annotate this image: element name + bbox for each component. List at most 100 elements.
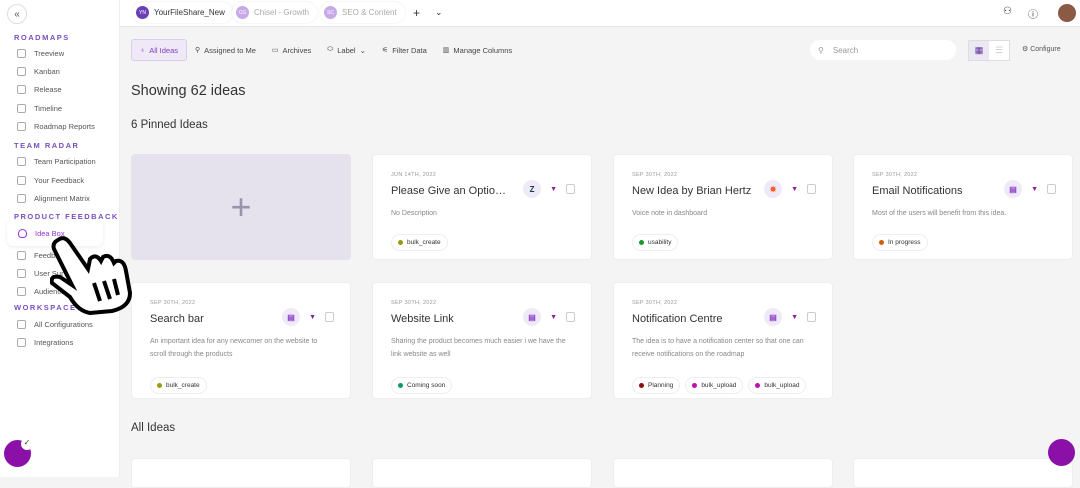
- idea-card[interactable]: [613, 458, 833, 488]
- idea-title[interactable]: Please Give an Option F...: [391, 185, 511, 197]
- pinned-idea-card[interactable]: SEP 30TH, 2022 Email Notifications Most …: [853, 154, 1073, 260]
- pinned-idea-card[interactable]: SEP 30TH, 2022 Notification Centre The i…: [613, 282, 833, 399]
- archive-icon: ▭: [271, 47, 279, 54]
- pinned-idea-card[interactable]: SEP 30TH, 2022 New Idea by Brian Hertz V…: [613, 154, 833, 260]
- tag-dot: [398, 383, 403, 388]
- collapse-sidebar-button[interactable]: «: [7, 4, 27, 24]
- sidebar-item-treeview[interactable]: Treeview: [17, 46, 64, 60]
- sidebar-item-icon: [17, 48, 26, 58]
- tag[interactable]: Planning: [632, 377, 681, 394]
- pin-icon[interactable]: ▼: [791, 185, 798, 193]
- select-checkbox[interactable]: [566, 184, 575, 194]
- sidebar-item-icon: [17, 268, 26, 278]
- tag[interactable]: bulk_upload: [748, 377, 807, 394]
- view-toggle: ▦ ☰: [968, 40, 1010, 61]
- workspace-tab[interactable]: CG Chisel - Growth: [232, 2, 318, 23]
- tag[interactable]: usability: [632, 234, 679, 251]
- avatar[interactable]: [1058, 4, 1076, 22]
- sidebar-item-icon: [17, 337, 26, 347]
- pinned-idea-card[interactable]: JUN 14TH, 2022 Please Give an Option F..…: [372, 154, 592, 260]
- tag[interactable]: bulk_upload: [685, 377, 744, 394]
- configure-button[interactable]: ⚙ Configure: [1022, 46, 1061, 53]
- select-checkbox[interactable]: [566, 312, 575, 322]
- add-workspace-button[interactable]: +: [413, 6, 421, 20]
- tag[interactable]: Coming soon: [391, 377, 453, 394]
- pinned-idea-card[interactable]: SEP 30TH, 2022 Website Link Sharing the …: [372, 282, 592, 399]
- tab-assigned-to-me[interactable]: ⚲ Assigned to Me: [195, 45, 256, 55]
- sidebar-item-audience[interactable]: Audience: [17, 284, 65, 298]
- sidebar-item-timeline[interactable]: Timeline: [17, 101, 62, 115]
- idea-description: Sharing the product becomes much easier …: [391, 338, 566, 358]
- workspace-tab[interactable]: SC SEO & Content: [320, 2, 405, 23]
- add-idea-button[interactable]: +: [131, 154, 351, 260]
- tab-manage-columns[interactable]: ▥ Manage Columns: [442, 45, 513, 55]
- tab-filter-data[interactable]: ⚟ Filter Data: [381, 45, 427, 55]
- pin-icon[interactable]: ▼: [550, 313, 557, 321]
- tab-all-ideas[interactable]: ♁ All Ideas: [131, 39, 188, 61]
- chat-button[interactable]: [1048, 439, 1075, 466]
- chevron-down-icon[interactable]: ⌄: [435, 7, 443, 17]
- tab-archives[interactable]: ▭ Archives: [271, 45, 312, 55]
- tag[interactable]: In progress: [872, 234, 928, 251]
- idea-title[interactable]: Website Link: [391, 313, 454, 325]
- select-checkbox[interactable]: [807, 312, 816, 322]
- workspace-avatar: CG: [236, 6, 249, 19]
- idea-card[interactable]: [853, 458, 1073, 488]
- sidebar-item-user-surveys[interactable]: User Surveys: [17, 266, 79, 280]
- sidebar-item-feedback[interactable]: Feedback: [17, 248, 67, 262]
- search-icon: ⚲: [818, 45, 824, 55]
- source-icon: ▤: [523, 308, 542, 326]
- source-icon: ▤: [1004, 180, 1023, 198]
- sidebar-item-your-feedback[interactable]: Your Feedback: [17, 173, 84, 187]
- tag-dot: [879, 240, 884, 245]
- sidebar-item-roadmap-reports[interactable]: Roadmap Reports: [17, 119, 95, 133]
- pinned-idea-card[interactable]: SEP 30TH, 2022 Search bar An important i…: [131, 282, 351, 399]
- workspace-avatar: YN: [136, 6, 149, 19]
- source-icon: ▤: [764, 308, 783, 326]
- select-checkbox[interactable]: [1047, 184, 1056, 194]
- sidebar-section-title: TEAM RADAR: [14, 141, 80, 150]
- sidebar-item-all-configurations[interactable]: All Configurations: [17, 317, 93, 331]
- filter-toolbar: ♁ All Ideas ⚲ Assigned to Me ▭ Archives ⬭ Label…: [131, 39, 520, 61]
- sidebar-item-team-participation[interactable]: Team Participation: [17, 154, 96, 168]
- idea-card[interactable]: [372, 458, 592, 488]
- tag[interactable]: bulk_create: [391, 234, 448, 251]
- pin-icon[interactable]: ▼: [309, 313, 316, 321]
- sidebar-item-icon: [18, 228, 27, 238]
- grid-view-button[interactable]: ▦: [969, 41, 989, 60]
- search-input[interactable]: ⚲ Search: [810, 40, 956, 60]
- pin-icon[interactable]: ▼: [550, 185, 557, 193]
- idea-description: Most of the users will benefit from this…: [872, 210, 1007, 217]
- sidebar-item-kanban[interactable]: Kanban: [17, 64, 60, 78]
- source-icon: ▤: [282, 308, 301, 326]
- team-icon[interactable]: ⚇: [1003, 6, 1012, 17]
- select-checkbox[interactable]: [807, 184, 816, 194]
- onboarding-button[interactable]: ✓: [4, 438, 33, 467]
- pin-icon[interactable]: ▼: [791, 313, 798, 321]
- select-checkbox[interactable]: [325, 312, 334, 322]
- sidebar-item-integrations[interactable]: Integrations: [17, 335, 73, 349]
- sidebar-section-title: WORKSPACE: [14, 303, 77, 312]
- sidebar-section-title: PRODUCT FEEDBACK: [14, 212, 119, 221]
- list-view-button[interactable]: ☰: [994, 45, 1004, 55]
- sidebar-item-icon: [17, 66, 26, 76]
- help-icon[interactable]: ⓘ: [1028, 10, 1038, 21]
- idea-title[interactable]: Notification Centre: [632, 313, 723, 325]
- sidebar-item-icon: [17, 84, 26, 94]
- sidebar-item-alignment-matrix[interactable]: Alignment Matrix: [17, 191, 90, 205]
- sidebar-item-release[interactable]: Release: [17, 82, 62, 96]
- tag-dot: [157, 383, 162, 388]
- pin-icon[interactable]: ▼: [1031, 185, 1038, 193]
- idea-title[interactable]: Search bar: [150, 313, 204, 325]
- user-icon: ⚲: [195, 47, 201, 54]
- sidebar-item-icon: [17, 286, 26, 296]
- idea-date: SEP 30TH, 2022: [872, 172, 918, 178]
- workspace-tab[interactable]: YN YourFileShare_New: [132, 2, 233, 23]
- idea-title[interactable]: New Idea by Brian Hertz: [632, 185, 752, 197]
- tab-label[interactable]: ⬭ Label ⌄: [327, 45, 366, 55]
- idea-card[interactable]: [131, 458, 351, 488]
- tag[interactable]: bulk_create: [150, 377, 207, 394]
- idea-description: An important idea for any newcomer on th…: [150, 338, 318, 358]
- workspace-avatar: SC: [324, 6, 337, 19]
- idea-title[interactable]: Email Notifications: [872, 185, 963, 197]
